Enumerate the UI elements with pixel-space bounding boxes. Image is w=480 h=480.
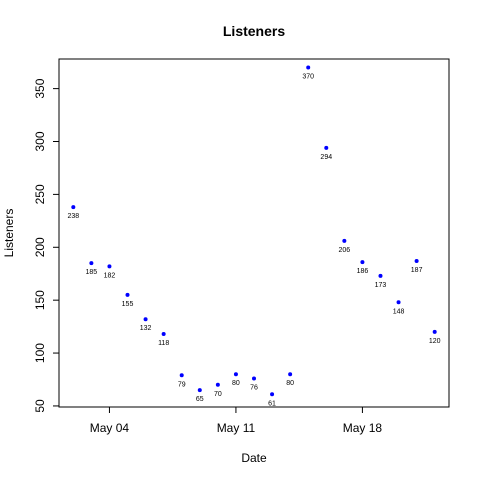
data-label: 120 — [429, 338, 441, 345]
data-label: 206 — [339, 247, 351, 254]
y-tick-label: 100 — [33, 343, 47, 363]
data-label: 79 — [178, 381, 186, 388]
data-point — [179, 373, 184, 378]
data-label: 132 — [140, 325, 152, 332]
data-label: 238 — [67, 213, 79, 220]
data-points — [71, 65, 437, 397]
data-label: 76 — [250, 384, 258, 391]
data-label: 186 — [357, 268, 369, 275]
chart-title: Listeners — [223, 23, 285, 39]
data-point — [396, 300, 401, 305]
data-point — [125, 292, 130, 297]
data-point — [107, 264, 112, 269]
data-label: 173 — [375, 282, 387, 289]
x-axis-label: Date — [241, 451, 267, 465]
data-point — [161, 332, 166, 337]
data-labels: 238 185 182 155 132 118 79 65 70 80 76 61 80 370 294 20… — [67, 73, 440, 407]
data-label: 80 — [232, 380, 240, 387]
data-label: 182 — [104, 272, 116, 279]
data-point — [324, 145, 329, 150]
x-tick-label: May 04 — [90, 421, 130, 435]
y-tick-label: 350 — [33, 78, 47, 98]
data-label: 148 — [393, 308, 405, 315]
x-tick-label: May 11 — [217, 421, 256, 435]
data-point — [71, 205, 76, 210]
data-label: 61 — [268, 400, 276, 407]
x-tick-label: May 18 — [343, 421, 383, 435]
y-tick-label: 150 — [33, 290, 47, 310]
data-point — [89, 261, 94, 266]
data-point — [432, 329, 437, 334]
y-tick-label: 200 — [33, 237, 47, 257]
data-point — [378, 273, 383, 278]
data-point — [270, 392, 275, 397]
data-point — [342, 238, 347, 243]
y-axis: 50 100 150 200 250 300 350 — [33, 78, 59, 413]
data-label: 118 — [158, 340, 169, 347]
data-point — [252, 376, 256, 381]
y-tick-label: 50 — [33, 399, 47, 413]
data-label: 185 — [86, 269, 98, 276]
data-point — [197, 388, 202, 393]
data-point — [306, 65, 311, 70]
data-point — [215, 382, 220, 387]
data-point — [233, 372, 238, 377]
data-label: 187 — [411, 267, 423, 274]
y-tick-label: 250 — [33, 184, 47, 204]
y-axis-label: Listeners — [2, 209, 16, 258]
x-axis: May 04 May 11 May 18 — [90, 407, 383, 435]
data-point — [414, 259, 419, 264]
data-label: 70 — [214, 391, 222, 398]
data-point — [143, 317, 148, 322]
data-label: 155 — [122, 301, 134, 308]
data-label: 65 — [196, 396, 204, 403]
data-point — [360, 260, 365, 265]
y-tick-label: 300 — [33, 131, 47, 151]
data-label: 370 — [302, 73, 314, 80]
data-label: 294 — [320, 154, 332, 161]
plot-frame — [58, 58, 450, 408]
data-label: 80 — [286, 380, 294, 387]
data-point — [288, 372, 293, 377]
